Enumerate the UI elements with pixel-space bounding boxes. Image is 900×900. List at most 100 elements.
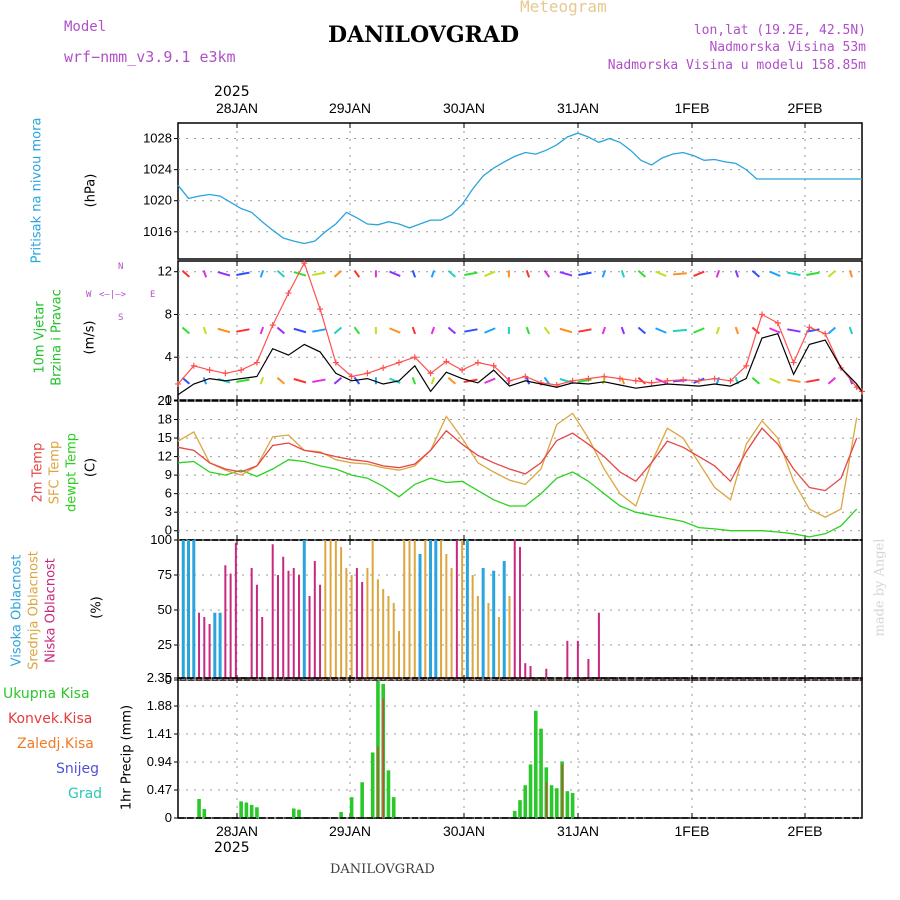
wind-barb (353, 269, 361, 278)
compass-n: N (118, 262, 124, 272)
wind-gust-point (269, 322, 276, 329)
wind-gust-point (632, 377, 639, 384)
total-precip-bar (255, 807, 259, 818)
y-tick-label: 15 (158, 430, 172, 445)
top-day-label: 1FEB (674, 100, 709, 116)
wind-barb (578, 271, 592, 277)
wind-barb (827, 326, 837, 335)
wind-barb (578, 328, 592, 333)
wind-barb (333, 270, 343, 278)
wind-barb (559, 271, 573, 277)
total-precip-bar (370, 752, 375, 818)
wind-barb (672, 272, 687, 276)
panel-frame (177, 400, 863, 541)
wind-gust-point (332, 359, 339, 366)
bottom-day-label: 1FEB (674, 823, 709, 839)
wind-barb (411, 270, 417, 278)
wind-gust-point (743, 362, 750, 369)
wind-gust-point (348, 373, 355, 380)
wind-gust-point (664, 377, 671, 384)
precip-legend-hail: Grad (68, 786, 103, 802)
y-tick-label: 12 (158, 264, 172, 279)
y-tick-label: 0.47 (147, 782, 172, 797)
wind-gust-point (459, 367, 466, 374)
total-precip-bar (239, 801, 243, 818)
wind-barb (655, 270, 667, 278)
wind-barb (333, 326, 343, 335)
wind-barb (217, 327, 231, 334)
wind-gust-point (411, 354, 418, 361)
wind-barb (181, 270, 191, 278)
bottom-day-label: 31JAN (557, 823, 599, 839)
temp-2m-line (177, 427, 858, 492)
y-tick-label: 2.35 (147, 670, 172, 685)
y-tick-label: 21 (158, 393, 172, 408)
wind-gust-point (711, 375, 718, 382)
total-precip-bar (297, 809, 301, 818)
wind-gust-point (395, 359, 402, 366)
wind-barb (620, 326, 626, 335)
total-precip-bar (528, 764, 533, 818)
wind-barb (578, 378, 592, 383)
wind-gust-point (616, 375, 623, 382)
y-tick-label: 1020 (143, 193, 172, 208)
wind-gust-point (301, 260, 308, 267)
compass-w: W (86, 290, 92, 300)
wind-gust-point (443, 358, 450, 365)
total-precip-bar (533, 710, 538, 818)
wind-barb (751, 270, 761, 278)
wind-barb (447, 326, 457, 335)
wind-barb (655, 377, 667, 384)
wind-gust-point (806, 324, 813, 331)
wind-barb (312, 378, 326, 383)
wind-barb (181, 326, 191, 335)
total-precip-bar (339, 812, 343, 818)
compass-e: E (150, 290, 156, 300)
wind-barb (806, 271, 820, 277)
wind-gust-point (206, 367, 213, 374)
precip-legend-frozen: Zaledj.Kisa (17, 736, 94, 752)
wind-gust-point (727, 377, 734, 384)
wind-barb (464, 271, 478, 277)
total-precip-bar (386, 770, 391, 818)
wind-barb (411, 376, 417, 385)
wind-barb (543, 269, 551, 278)
wind-barb (276, 376, 286, 385)
wind-barb (787, 328, 801, 333)
wind-barb (484, 327, 496, 334)
wind-gust-point (175, 380, 181, 387)
wind-barb (259, 376, 265, 385)
wind-barb (181, 376, 191, 385)
wind-barb (312, 328, 326, 333)
top-day-label: 30JAN (443, 100, 485, 116)
wind-gust-point (506, 377, 513, 384)
wind-gust-point (859, 388, 865, 395)
top-day-label: 31JAN (557, 100, 599, 116)
wind-gust-point (774, 320, 781, 327)
bottom-day-label: 29JAN (329, 823, 371, 839)
wind-barb (769, 327, 781, 334)
y-tick-label: 12 (158, 449, 172, 464)
total-precip-bar (523, 785, 528, 818)
wind-barb (333, 376, 343, 385)
y-tick-label: 100 (150, 532, 172, 547)
page-title: DANILOVGRAD (328, 22, 520, 48)
panel-frame (177, 677, 863, 819)
y-tick-label: 0 (165, 810, 172, 825)
wind-barb (672, 328, 687, 333)
y-tick-label: 0 (165, 672, 172, 687)
y-tick-label: 0 (165, 392, 172, 407)
wind-speed-line (177, 332, 863, 396)
wind-barb (637, 326, 647, 335)
wind-barb (389, 270, 401, 278)
wind-barb (484, 270, 496, 278)
top-year: 2025 (214, 84, 250, 100)
bottom-year: 2025 (214, 840, 250, 856)
wind-barb (202, 270, 208, 278)
wind-barb (236, 328, 250, 333)
y-tick-label: 1.41 (147, 726, 172, 741)
precip-legend-conv: Konvek.Kisa (8, 711, 93, 727)
wind-barb (447, 270, 457, 278)
wind-gust-point (759, 311, 766, 318)
total-precip-bar (391, 797, 396, 818)
